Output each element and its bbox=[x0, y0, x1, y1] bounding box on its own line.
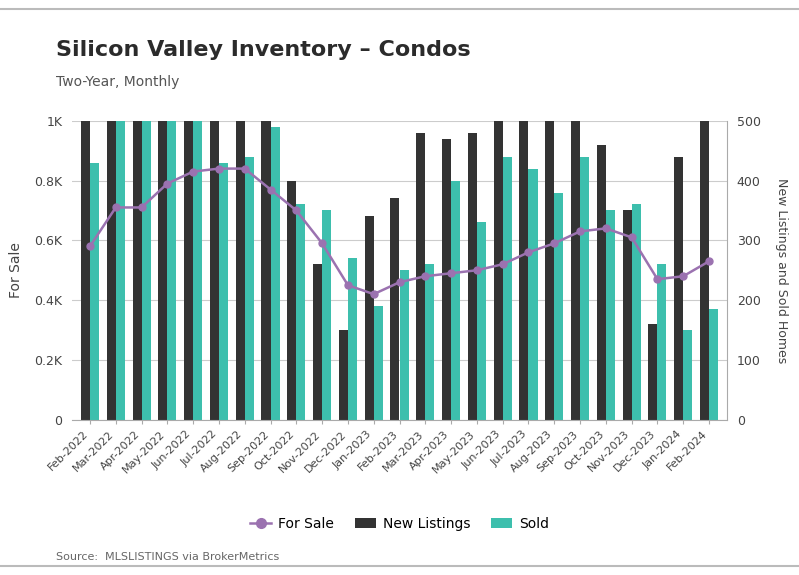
Bar bbox=[81, 0, 90, 420]
For Sale bbox=[395, 279, 404, 286]
Bar bbox=[322, 210, 331, 420]
Bar bbox=[425, 264, 435, 420]
Bar bbox=[622, 210, 632, 420]
Bar bbox=[236, 67, 244, 420]
Bar bbox=[158, 0, 167, 420]
For Sale bbox=[498, 261, 507, 268]
Bar bbox=[555, 193, 563, 420]
Bar bbox=[90, 163, 99, 420]
Bar bbox=[400, 270, 408, 420]
For Sale bbox=[85, 243, 95, 250]
For Sale bbox=[343, 282, 352, 289]
For Sale bbox=[627, 234, 637, 241]
For Sale bbox=[240, 165, 249, 172]
For Sale bbox=[111, 204, 121, 211]
Bar bbox=[597, 145, 606, 420]
Text: Source:  MLSLISTINGS via BrokerMetrics: Source: MLSLISTINGS via BrokerMetrics bbox=[56, 553, 279, 562]
For Sale bbox=[189, 168, 198, 175]
Y-axis label: New Listings and Sold Homes: New Listings and Sold Homes bbox=[775, 178, 788, 363]
Bar bbox=[184, 31, 193, 420]
For Sale bbox=[137, 204, 146, 211]
Bar bbox=[271, 126, 280, 420]
Bar bbox=[709, 309, 718, 420]
For Sale bbox=[292, 207, 301, 214]
Bar bbox=[193, 103, 202, 420]
Bar bbox=[632, 205, 641, 420]
Bar bbox=[348, 258, 357, 420]
For Sale bbox=[523, 249, 533, 256]
For Sale bbox=[678, 273, 688, 279]
For Sale bbox=[162, 180, 172, 187]
Bar bbox=[674, 156, 683, 420]
Bar bbox=[528, 168, 538, 420]
Bar bbox=[313, 264, 322, 420]
Bar bbox=[442, 139, 451, 420]
For Sale bbox=[550, 240, 559, 247]
Bar bbox=[364, 216, 374, 420]
Bar bbox=[261, 91, 271, 420]
For Sale bbox=[472, 267, 482, 274]
Bar bbox=[649, 324, 658, 420]
For Sale bbox=[575, 228, 585, 235]
Bar bbox=[451, 181, 460, 420]
For Sale bbox=[601, 225, 610, 232]
For Sale bbox=[266, 186, 276, 193]
Bar bbox=[468, 133, 477, 420]
For Sale bbox=[704, 258, 714, 264]
Bar bbox=[683, 330, 692, 420]
For Sale bbox=[214, 165, 224, 172]
Bar bbox=[519, 91, 528, 420]
Bar bbox=[167, 49, 177, 420]
Bar bbox=[339, 330, 348, 420]
Bar bbox=[416, 133, 425, 420]
Bar bbox=[700, 115, 709, 420]
Bar bbox=[503, 156, 511, 420]
Bar bbox=[219, 163, 228, 420]
Bar bbox=[141, 1, 150, 420]
Bar bbox=[477, 223, 486, 420]
Text: Silicon Valley Inventory – Condos: Silicon Valley Inventory – Condos bbox=[56, 40, 471, 60]
Y-axis label: For Sale: For Sale bbox=[9, 242, 23, 298]
For Sale bbox=[420, 273, 430, 279]
Legend: For Sale, New Listings, Sold: For Sale, New Listings, Sold bbox=[244, 511, 555, 536]
Bar bbox=[580, 156, 589, 420]
Bar bbox=[288, 181, 296, 420]
Text: Two-Year, Monthly: Two-Year, Monthly bbox=[56, 75, 179, 89]
Line: For Sale: For Sale bbox=[86, 165, 713, 298]
Bar bbox=[116, 0, 125, 420]
Bar bbox=[571, 73, 580, 420]
Bar bbox=[606, 210, 615, 420]
Bar bbox=[658, 264, 666, 420]
For Sale bbox=[447, 270, 456, 277]
Bar bbox=[391, 198, 400, 420]
For Sale bbox=[317, 240, 327, 247]
Bar bbox=[545, 79, 555, 420]
Bar bbox=[133, 0, 141, 420]
Bar bbox=[494, 103, 503, 420]
Bar bbox=[244, 156, 254, 420]
Bar bbox=[107, 0, 116, 420]
For Sale bbox=[369, 291, 379, 298]
Bar bbox=[296, 205, 305, 420]
For Sale bbox=[653, 276, 662, 283]
Bar bbox=[374, 306, 383, 420]
Bar bbox=[210, 0, 219, 420]
